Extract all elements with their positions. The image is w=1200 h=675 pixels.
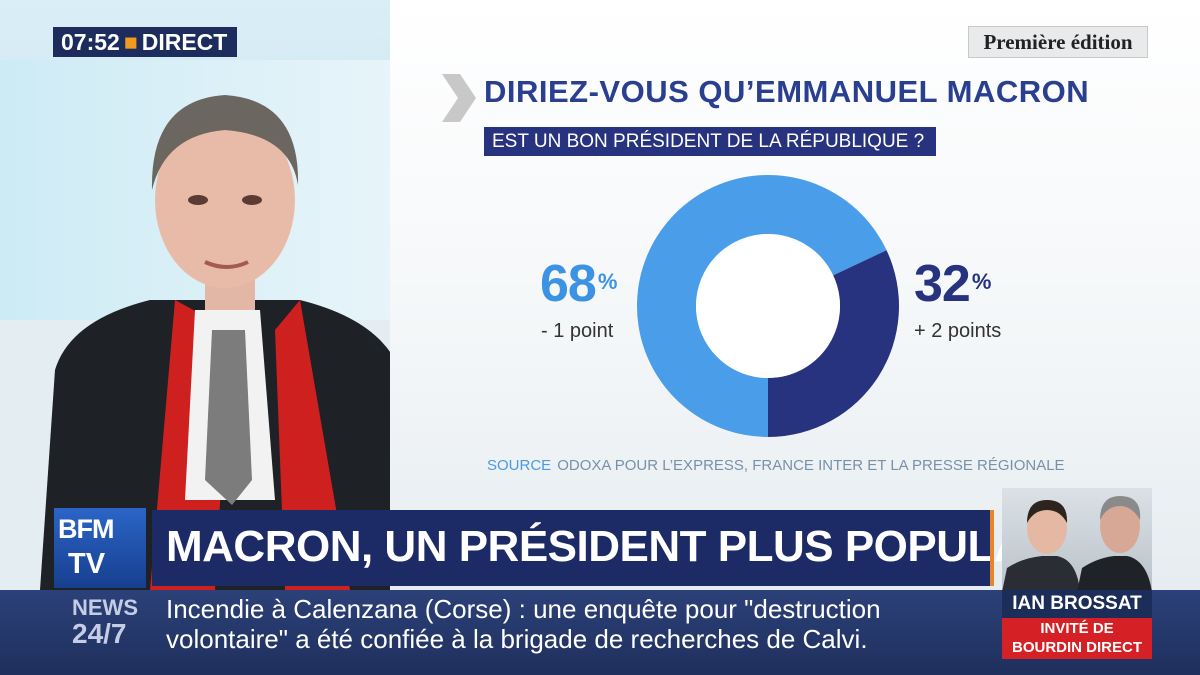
donut-slice-2 xyxy=(768,250,899,437)
ticker-brand-247: 24/7 xyxy=(72,618,127,649)
change-left: - 1 point xyxy=(541,320,614,342)
change-right: + 2 points xyxy=(914,320,1002,342)
presenter-image xyxy=(40,95,420,590)
value-left-percent: % xyxy=(597,269,618,294)
poll-source: SOURCE ODOXA POUR L’EXPRESS, FRANCE INTER… xyxy=(487,457,1065,474)
headline-text: MACRON, UN PRÉSIDENT PLUS POPULAIRE ? xyxy=(166,522,1136,571)
headline-accent-bar xyxy=(990,510,994,586)
edition-label: Première édition xyxy=(968,26,1148,58)
logo-text-tv: TV xyxy=(68,548,106,580)
value-right-percent: % xyxy=(971,269,992,294)
bfmtv-logo: BFM TV xyxy=(54,508,146,588)
value-left-number: 68 xyxy=(540,255,597,313)
guest-name: IAN BROSSAT xyxy=(1002,590,1152,618)
live-label: DIRECT xyxy=(141,29,228,55)
value-left: 68% xyxy=(540,255,618,313)
invite-line1: INVITÉ DE xyxy=(1040,620,1114,637)
headline-banner: MACRON, UN PRÉSIDENT PLUS POPULAIRE ? xyxy=(152,510,1136,586)
donut-hole xyxy=(696,234,840,378)
donut-slice-1 xyxy=(637,175,887,437)
invite-line2: BOURDIN DIRECT xyxy=(1012,639,1142,656)
clock-separator: ■ xyxy=(123,29,138,55)
guest-portraits xyxy=(1002,496,1152,592)
chevron-right-icon xyxy=(442,74,476,122)
ticker-brand-news: NEWS xyxy=(72,595,138,620)
source-label: SOURCE xyxy=(487,457,552,474)
guest-photos xyxy=(1002,488,1152,592)
value-right: 32% xyxy=(914,255,992,313)
ticker-text: Incendie à Calenzana (Corse) : une enquê… xyxy=(166,594,881,654)
clock-time: 07:52 xyxy=(61,29,120,55)
news-ticker xyxy=(0,590,1200,675)
guest-invite: INVITÉ DE BOURDIN DIRECT xyxy=(1002,618,1152,659)
live-clock: 07:52 ■ DIRECT xyxy=(53,27,238,57)
value-right-number: 32 xyxy=(914,255,971,313)
poll-question-subtitle: EST UN BON PRÉSIDENT DE LA RÉPUBLIQUE ? xyxy=(484,127,937,156)
logo-text-bfm: BFM xyxy=(58,514,114,544)
studio-background xyxy=(0,0,420,590)
donut-chart xyxy=(637,175,899,437)
source-text: ODOXA POUR L’EXPRESS, FRANCE INTER ET LA… xyxy=(557,457,1065,474)
poll-question: DIRIEZ-VOUS QU’EMMANUEL MACRON xyxy=(484,74,1090,109)
